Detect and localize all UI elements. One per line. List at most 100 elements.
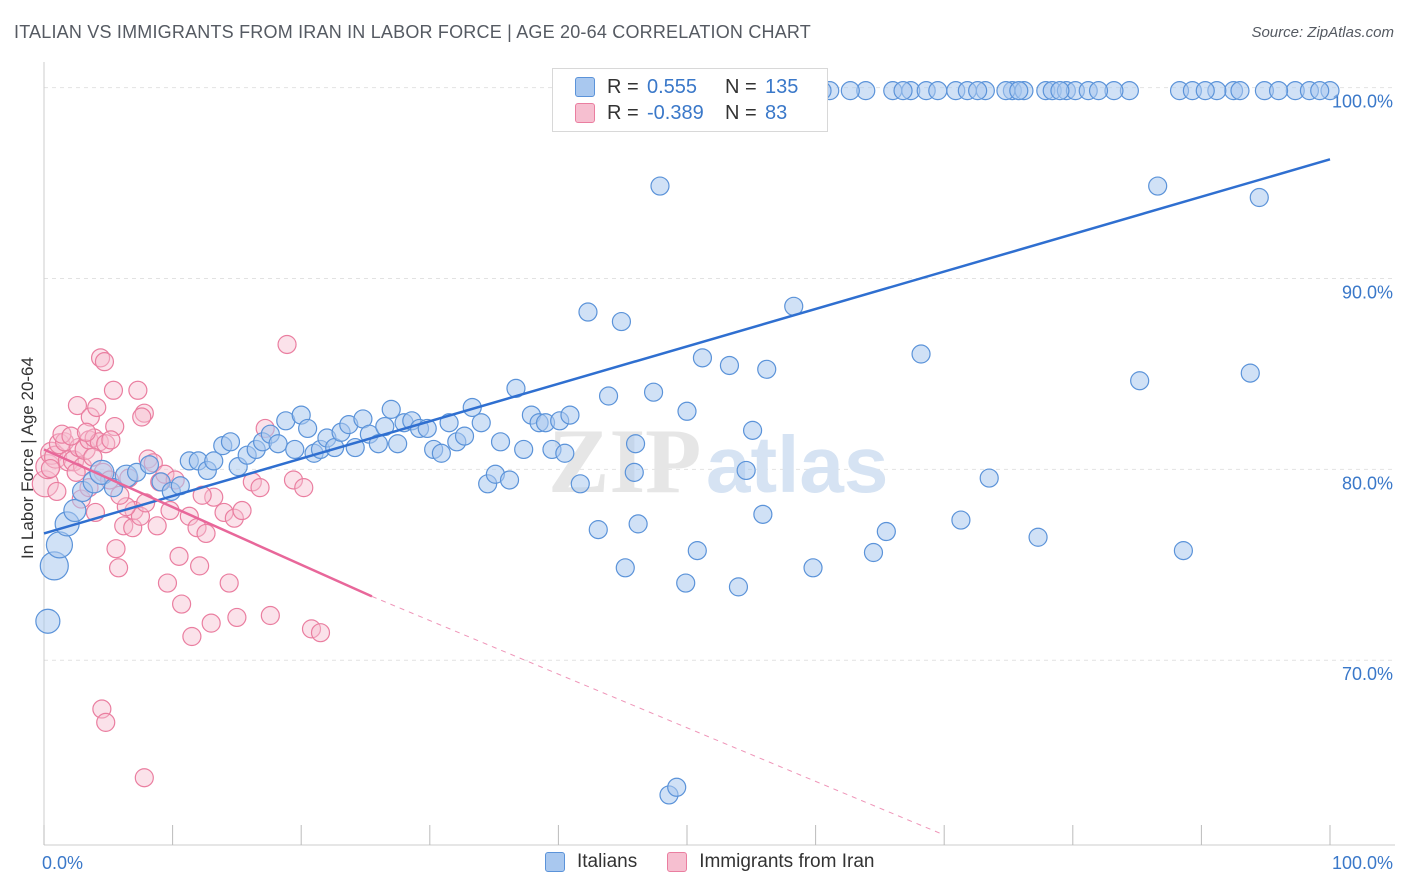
italian-point xyxy=(1268,81,1289,101)
y-tick-label: 100.0% xyxy=(1332,92,1393,112)
watermark-zip: ZIP xyxy=(548,410,701,512)
iran-point xyxy=(219,573,239,593)
italian-point xyxy=(268,434,288,454)
iran-point xyxy=(294,478,314,498)
iran-point xyxy=(84,428,104,448)
legend-row-iran: R = -0.389 N = 83 xyxy=(575,100,787,126)
x-tick-label: 0.0% xyxy=(42,853,83,873)
iran-point xyxy=(201,613,221,633)
iran-point xyxy=(157,573,178,593)
italian-point xyxy=(893,81,913,101)
iran-point xyxy=(224,508,244,528)
italian-point xyxy=(204,451,224,471)
iran-point xyxy=(277,334,297,355)
watermark-atlas: atlas xyxy=(706,420,888,509)
italian-point xyxy=(840,81,860,101)
legend-row-italians: R = 0.555 N = 135 xyxy=(575,74,798,100)
italian-point xyxy=(650,176,670,196)
italian-point xyxy=(968,81,988,101)
italian-point xyxy=(1249,187,1269,208)
italian-point xyxy=(719,355,740,376)
iran-point xyxy=(87,397,107,418)
iran-point xyxy=(96,434,116,454)
axis-layer: 70.0% 80.0% 90.0% 100.0% 0.0% 100.0% xyxy=(42,62,1395,873)
legend-n-label: N = xyxy=(725,75,757,98)
italian-point xyxy=(139,455,160,475)
chart-source: Source: ZipAtlas.com xyxy=(1251,24,1394,41)
iran-point xyxy=(90,348,111,368)
iran-point xyxy=(101,430,121,450)
italian-point xyxy=(928,81,948,101)
italian-point xyxy=(560,405,580,425)
italian-point xyxy=(1148,176,1168,196)
iran-point xyxy=(260,605,280,626)
iran-point xyxy=(80,407,100,427)
italian-point xyxy=(611,311,632,332)
iran-point xyxy=(147,516,167,536)
italian-point xyxy=(298,418,318,439)
italian-point xyxy=(63,498,87,523)
legend-swatch-pink xyxy=(575,103,595,123)
iran-point xyxy=(61,426,81,446)
italian-point xyxy=(285,439,305,460)
iran-point xyxy=(128,380,148,400)
iran-point xyxy=(232,500,252,521)
legend-item-italians: Italians xyxy=(545,851,637,873)
italian-point xyxy=(742,420,763,440)
italian-point xyxy=(1009,81,1029,101)
italian-point xyxy=(753,504,773,524)
iran-point xyxy=(169,546,189,566)
iran-point xyxy=(134,768,154,788)
italian-point xyxy=(643,382,664,402)
legend-label-iran: Immigrants from Iran xyxy=(699,851,875,872)
italian-point xyxy=(876,521,896,542)
italian-point xyxy=(1310,81,1330,101)
italian-point xyxy=(687,541,707,561)
legend-swatch-iran xyxy=(667,852,688,872)
y-tick-label: 70.0% xyxy=(1342,664,1393,684)
legend-n-value: 135 xyxy=(765,75,799,98)
iran-point xyxy=(108,558,129,578)
italian-point xyxy=(1028,527,1048,547)
italian-point xyxy=(677,401,697,421)
iran-point xyxy=(182,626,202,647)
italian-point xyxy=(588,520,608,540)
legend-label-italians: Italians xyxy=(577,851,638,872)
italian-point xyxy=(1230,81,1250,101)
series-legend: Italians Immigrants from Iran xyxy=(545,851,904,873)
italian-point xyxy=(625,434,646,454)
italian-point xyxy=(1173,541,1193,561)
italian-point xyxy=(728,577,749,597)
legend-r-label: R = xyxy=(607,75,639,98)
iran-point xyxy=(250,478,270,498)
iran-point xyxy=(283,470,304,490)
italian-point xyxy=(35,608,61,634)
iran-point xyxy=(94,352,115,372)
iran-point xyxy=(172,594,192,614)
legend-r-value: 0.555 xyxy=(647,75,698,98)
y-tick-label: 90.0% xyxy=(1342,282,1393,302)
italian-point xyxy=(628,514,648,534)
iran-point xyxy=(190,556,210,576)
iran-points xyxy=(31,334,331,788)
italian-point xyxy=(736,460,756,481)
italian-point xyxy=(863,542,884,563)
y-tick-label: 80.0% xyxy=(1342,473,1393,493)
italian-point xyxy=(757,359,777,379)
iran-point xyxy=(106,539,126,559)
iran-point xyxy=(67,395,88,416)
iran-point xyxy=(196,523,216,544)
italian-point xyxy=(514,439,534,460)
iran-point xyxy=(103,380,124,400)
italian-point xyxy=(388,434,408,454)
italian-point xyxy=(667,777,687,797)
italian-point xyxy=(555,443,575,463)
italian-point xyxy=(676,573,696,593)
legend-n-value: 83 xyxy=(765,101,788,124)
italian-point xyxy=(979,468,999,488)
legend-swatch-blue xyxy=(575,77,595,97)
iran-trend-extension xyxy=(371,595,945,836)
italian-point xyxy=(624,462,644,482)
italian-point xyxy=(1130,371,1150,391)
italian-point xyxy=(598,386,619,406)
